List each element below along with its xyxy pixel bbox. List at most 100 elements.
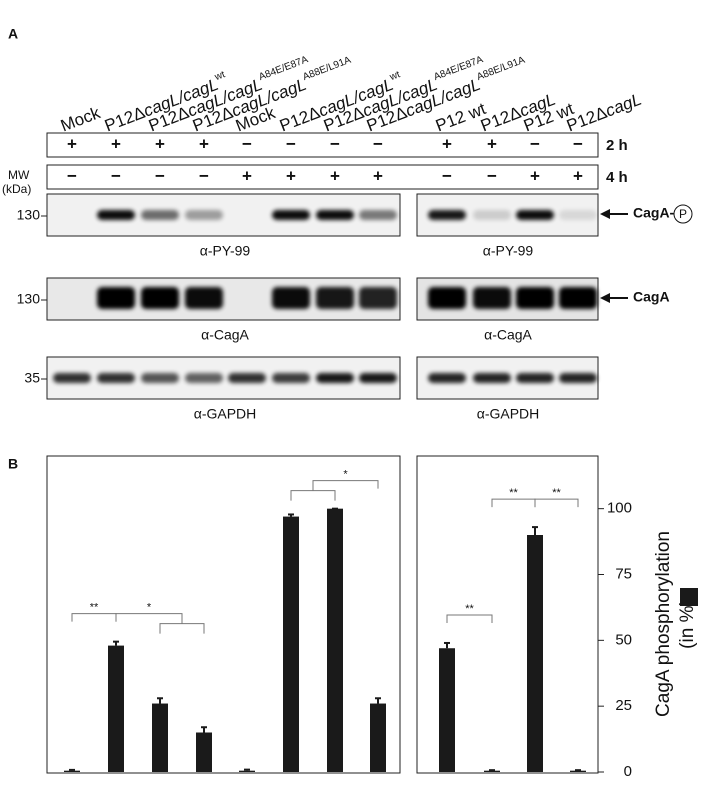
band	[559, 210, 597, 220]
y-tick-label: 75	[615, 565, 632, 582]
bracket	[115, 613, 183, 624]
lane-prefix: P12Δ	[102, 103, 148, 136]
lane-prefix: P12Δ	[277, 103, 323, 136]
band	[428, 373, 466, 383]
arrow-head	[600, 209, 610, 219]
significance: **	[552, 487, 561, 499]
mw-unit: (kDa)	[2, 182, 31, 196]
condition-mark: +	[330, 166, 340, 185]
condition-box	[46, 132, 599, 158]
condition-mark: +	[199, 134, 209, 153]
bar	[439, 648, 455, 772]
band	[473, 373, 511, 383]
circled-label: P	[679, 207, 687, 221]
bracket	[491, 498, 536, 508]
lane-allele: A88E/L91A	[301, 54, 352, 83]
lane-label: P12ΔcagL	[564, 90, 644, 136]
condition-mark: +	[530, 166, 540, 185]
significance: *	[343, 469, 348, 481]
condition-mark: −	[330, 134, 340, 153]
bar	[327, 508, 343, 772]
band	[228, 373, 266, 383]
bar	[484, 770, 500, 772]
y-axis-label: CagA phosphorylation	[653, 531, 674, 717]
circle	[673, 204, 693, 224]
legend-swatch	[680, 588, 698, 606]
band	[473, 287, 511, 309]
antibody-label: α-GAPDH	[194, 406, 257, 422]
band	[516, 373, 554, 383]
condition-mark: −	[111, 166, 121, 185]
condition-mark: +	[286, 166, 296, 185]
significance: **	[465, 603, 474, 615]
condition-mark: +	[242, 166, 252, 185]
band	[185, 287, 223, 309]
mw-value: 130	[17, 291, 41, 307]
band	[316, 373, 354, 383]
condition-mark: −	[67, 166, 77, 185]
mw-label: MW	[8, 168, 30, 182]
bar	[570, 770, 586, 772]
lane-prefix: Mock	[58, 103, 103, 135]
condition-mark: −	[242, 134, 252, 153]
bar	[370, 703, 386, 772]
significance: **	[90, 602, 99, 614]
y-tick-label: 100	[607, 500, 632, 517]
band	[428, 210, 466, 220]
y-axis-label: (in %)	[677, 599, 698, 649]
band	[559, 287, 597, 309]
band	[428, 287, 466, 309]
band	[141, 210, 179, 220]
bar	[152, 703, 168, 772]
band	[97, 287, 135, 309]
significance: *	[147, 602, 152, 614]
condition-mark: +	[67, 134, 77, 153]
condition-mark: +	[155, 134, 165, 153]
band	[316, 287, 354, 309]
band	[272, 373, 310, 383]
bar	[64, 770, 80, 772]
bracket	[446, 614, 493, 623]
condition-mark: −	[442, 166, 452, 185]
condition-mark: −	[155, 166, 165, 185]
mw-value: 35	[24, 370, 40, 386]
antibody-label: α-PY-99	[483, 243, 534, 259]
bracket	[534, 498, 579, 508]
condition-label: 4 h	[606, 169, 628, 186]
lane-allele: wt	[212, 69, 226, 83]
y-tick-label: 50	[615, 631, 632, 648]
lane-allele: A88E/L91A	[475, 54, 526, 83]
y-tick-label: 0	[624, 763, 632, 780]
condition-label: 2 h	[606, 137, 628, 154]
significance: **	[509, 487, 518, 499]
arrow-label: CagA-	[633, 205, 675, 221]
arrow-label: CagA	[633, 289, 670, 305]
lane-label: Mock	[58, 103, 103, 135]
condition-mark: +	[487, 134, 497, 153]
bar	[239, 770, 255, 772]
band	[141, 373, 179, 383]
band	[516, 287, 554, 309]
bar	[108, 645, 124, 772]
lane-strain: cagL	[603, 90, 644, 121]
condition-mark: +	[111, 134, 121, 153]
band	[559, 373, 597, 383]
mw-value: 130	[17, 207, 41, 223]
band	[473, 210, 511, 220]
bracket	[71, 613, 117, 622]
bar	[527, 535, 543, 772]
band	[359, 373, 397, 383]
lane-prefix: P12Δ	[478, 103, 524, 136]
condition-mark: −	[373, 134, 383, 153]
band	[97, 210, 135, 220]
condition-mark: −	[573, 134, 583, 153]
panel-label: A	[8, 26, 18, 42]
band	[97, 373, 135, 383]
condition-mark: +	[442, 134, 452, 153]
bracket	[159, 623, 205, 634]
band	[185, 210, 223, 220]
bracket	[312, 480, 379, 491]
band	[359, 210, 397, 220]
bar	[283, 516, 299, 772]
